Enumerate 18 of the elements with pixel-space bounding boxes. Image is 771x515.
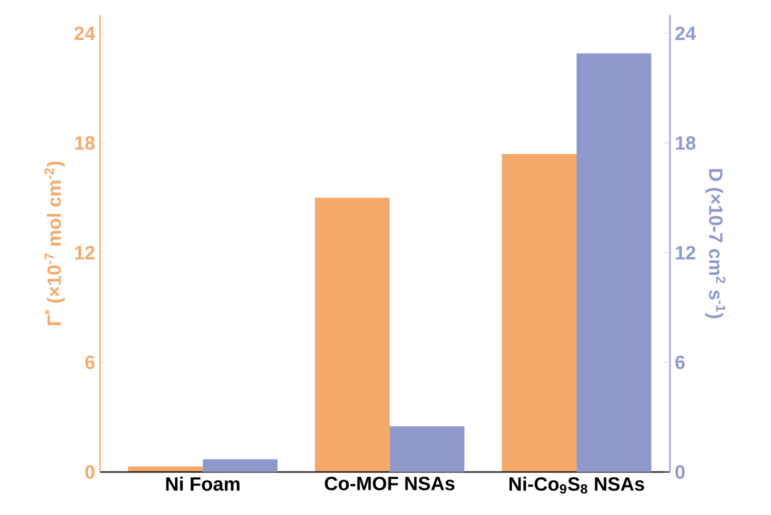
y-tick-label: 18	[75, 136, 95, 150]
y-tick-label: 12	[75, 246, 95, 260]
y-axis-title: Γ$^{*}$ (×10$^{-7}$ mol cm$^{-2}$)	[44, 162, 65, 326]
x-tick-label: Ni-Co$_{9}$S$_{8}$ NSAs	[509, 476, 644, 494]
x-tick-label: Ni Foam	[166, 476, 240, 491]
y2-tick-label: 12	[676, 246, 696, 260]
bar	[202, 459, 278, 472]
y2-tick-label: 24	[675, 26, 696, 40]
y2-tick-label: 0	[675, 465, 685, 479]
y-tick-label: 24	[74, 26, 96, 40]
y2-axis-title: D (×10-7 cm$^{2}$ s$^{-1}$)	[705, 169, 726, 318]
bar	[314, 198, 390, 472]
y-tick-label: 0	[85, 465, 95, 479]
y2-tick-label: 6	[675, 356, 685, 370]
y2-tick-label: 18	[676, 136, 696, 150]
bar	[390, 426, 464, 472]
y-tick-label: 6	[85, 356, 95, 370]
x-tick-label: Co-MOF NSAs	[324, 476, 454, 490]
